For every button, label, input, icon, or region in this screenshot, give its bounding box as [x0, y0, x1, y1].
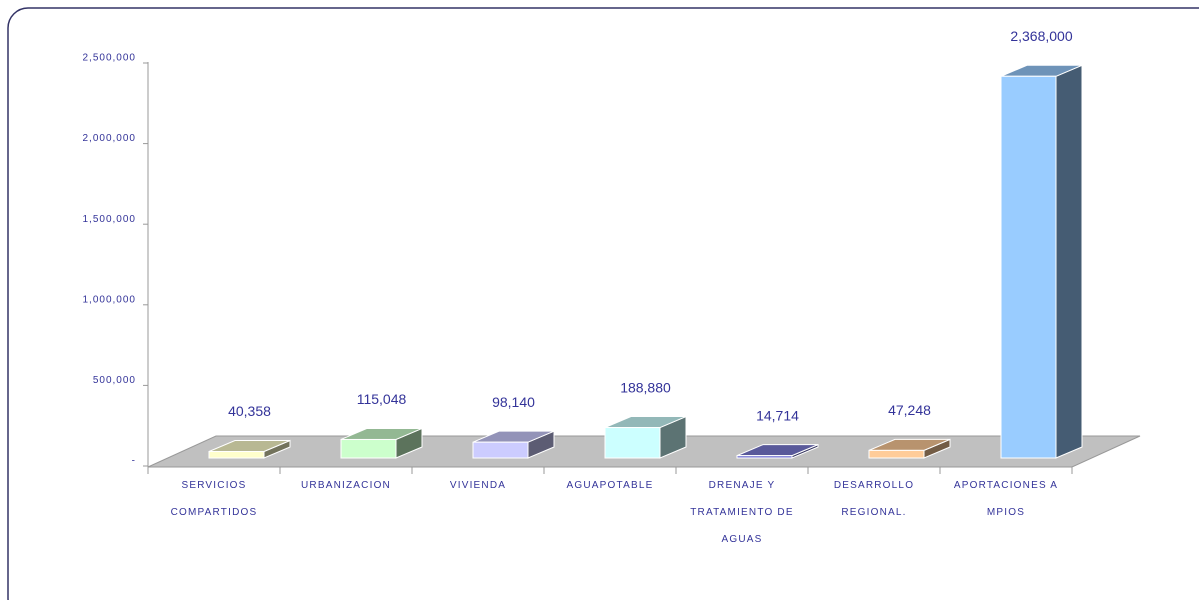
bar-side [1055, 64, 1083, 459]
y-tick-label: 1,000,000 [83, 294, 137, 305]
x-tick-label: AGUAPOTABLE [566, 480, 654, 491]
x-tick-label: DRENAJE Y TRATAMIENTO DE AGUAS [690, 480, 794, 545]
x-tick-label: DESARROLLO REGIONAL. [833, 480, 915, 518]
value-label: 47,248 [888, 402, 931, 418]
bar [868, 449, 925, 459]
bar [472, 441, 529, 459]
bar [736, 455, 793, 459]
value-label: 188,880 [620, 379, 671, 395]
value-label: 40,358 [228, 403, 271, 419]
x-tick-label: VIVIENDA [449, 480, 507, 491]
y-tick-label: 2,000,000 [83, 133, 137, 144]
value-label: 115,048 [357, 391, 407, 407]
x-tick-label: URBANIZACION [301, 480, 391, 491]
value-label: 98,140 [492, 394, 535, 410]
y-tick-label: 500,000 [93, 375, 136, 386]
y-tick-label: 1,500,000 [83, 214, 137, 225]
bar [340, 438, 397, 459]
y-tick-label: 2,500,000 [83, 53, 137, 64]
value-label: 14,714 [756, 407, 799, 423]
y-tick-label: - [132, 456, 136, 467]
x-tick-label: APORTACIONES A MPIOS [953, 480, 1059, 518]
bar [604, 427, 661, 459]
bar [208, 450, 265, 459]
bar [1000, 75, 1057, 459]
x-tick-label: SERVICIOS COMPARTIDOS [170, 480, 258, 518]
value-label: 2,368,000 [1010, 28, 1072, 44]
